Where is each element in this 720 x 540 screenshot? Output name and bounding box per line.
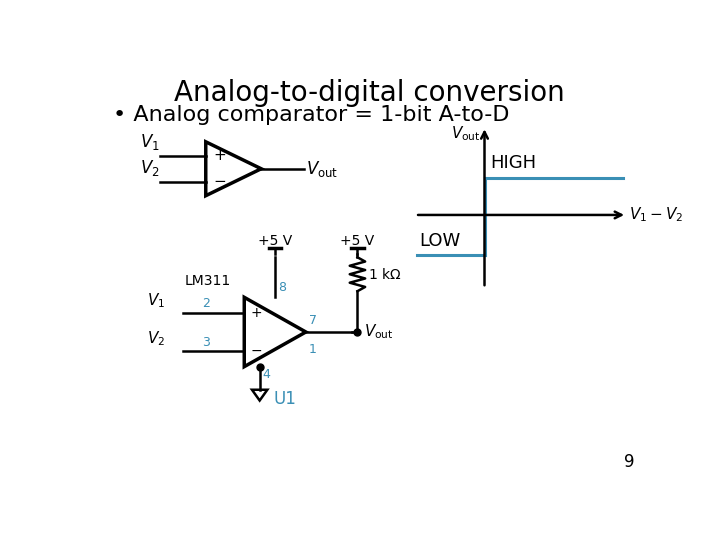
Text: $V_{\rm out}$: $V_{\rm out}$ bbox=[306, 159, 338, 179]
Text: 2: 2 bbox=[202, 298, 210, 310]
Text: U1: U1 bbox=[274, 390, 297, 408]
Text: $V_2$: $V_2$ bbox=[148, 329, 166, 348]
Text: Analog-to-digital conversion: Analog-to-digital conversion bbox=[174, 79, 564, 107]
Text: 4: 4 bbox=[263, 368, 271, 381]
Text: +5 V: +5 V bbox=[341, 234, 374, 248]
Text: 9: 9 bbox=[624, 454, 634, 471]
Text: −: − bbox=[251, 344, 262, 358]
Text: $V_1$: $V_1$ bbox=[140, 132, 159, 152]
Text: LM311: LM311 bbox=[184, 274, 230, 288]
Text: +: + bbox=[213, 148, 226, 163]
Text: +5 V: +5 V bbox=[258, 234, 292, 248]
Text: LOW: LOW bbox=[419, 232, 460, 251]
Text: • Analog comparator = 1-bit A-to-D: • Analog comparator = 1-bit A-to-D bbox=[113, 105, 510, 125]
Text: 7: 7 bbox=[309, 314, 317, 327]
Text: $V_1$: $V_1$ bbox=[148, 291, 166, 309]
Text: $V_1-V_2$: $V_1-V_2$ bbox=[629, 206, 684, 224]
Text: $V_{\rm out}$: $V_{\rm out}$ bbox=[451, 124, 481, 143]
Text: $V_2$: $V_2$ bbox=[140, 158, 159, 178]
Text: +: + bbox=[251, 306, 262, 320]
Text: HIGH: HIGH bbox=[490, 154, 537, 172]
Text: 3: 3 bbox=[202, 336, 210, 349]
Text: $V_{\rm out}$: $V_{\rm out}$ bbox=[364, 322, 393, 341]
Text: 8: 8 bbox=[278, 281, 286, 294]
Text: −: − bbox=[213, 174, 226, 190]
Text: 1: 1 bbox=[309, 343, 317, 356]
Text: 1 k$\Omega$: 1 k$\Omega$ bbox=[368, 267, 402, 282]
